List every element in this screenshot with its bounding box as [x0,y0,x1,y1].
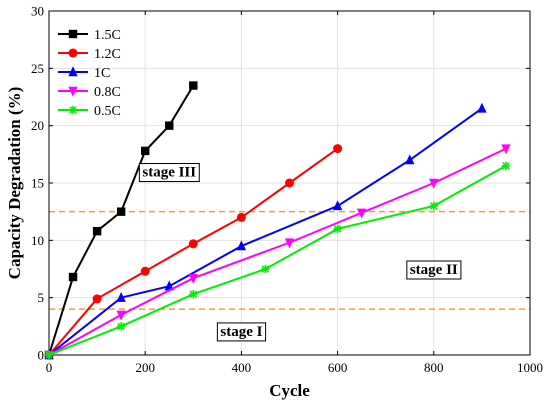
x-tick-label: 600 [328,360,348,375]
data-point [44,350,54,360]
legend-marker [68,48,78,58]
data-point [332,200,343,211]
data-point [429,201,438,211]
x-tick-label: 0 [46,360,53,375]
data-point [356,208,367,219]
asterisk-stroke [117,322,125,331]
y-tick-label: 20 [31,118,44,133]
data-point [261,264,270,274]
data-point [141,146,150,156]
x-axis-ticks: 0 200 400 600 800 1000 [46,11,543,375]
stage-label: stage II [406,260,462,280]
data-point [333,144,343,154]
stage-annotations: stage III stage II stage I [138,163,462,342]
legend-label: 0.8C [94,85,121,100]
data-point [92,294,102,304]
x-axis-title: Cycle [269,381,310,400]
asterisk-stroke [189,290,198,298]
data-point [501,161,511,170]
asterisk-stroke [502,162,510,170]
asterisk-stroke [261,265,270,273]
legend-marker [68,105,78,115]
x-tick-label: 200 [135,360,155,375]
legend-item-1.5C: 1.5C [58,28,121,43]
series-1C [44,102,487,360]
stage-box [138,163,200,183]
data-point [116,207,126,216]
stage-text: stage III [142,165,196,181]
y-axis-ticks: 0 5 10 15 20 25 30 [31,4,530,363]
data-point [477,102,487,113]
data-point [164,280,174,291]
data-point [284,238,295,249]
data-point [140,266,150,276]
asterisk-stroke [45,351,53,359]
legend-marker [68,29,78,39]
stage-label: stage III [138,163,200,183]
legend-label: 1.2C [94,47,121,62]
legend-item-0.5C: 0.5C [58,104,121,119]
legend-item-0.8C: 0.8C [58,85,121,100]
legend: 1.5C 1.2C 1C 0.8C 0.5C [58,28,121,119]
x-tick-label: 800 [424,360,444,375]
data-point [188,239,198,249]
data-point [236,212,246,222]
data-point [189,81,198,90]
data-point [165,121,174,130]
data-point [501,144,511,155]
data-point [333,224,342,234]
y-tick-label: 15 [31,176,44,191]
legend-label: 1.5C [94,28,121,43]
y-tick-label: 10 [31,233,44,248]
reference-lines [49,210,530,310]
y-tick-label: 25 [31,61,44,76]
legend-item-1C: 1C [58,66,110,81]
data-point [68,272,78,282]
data-point [189,290,198,299]
stage-text: stage II [410,262,458,278]
data-point [116,291,126,302]
data-point [188,273,198,284]
asterisk-stroke [430,202,438,210]
stage-label: stage I [216,322,267,342]
data-point [236,240,247,251]
y-axis-title: Capacity Degradation (%) [5,87,24,280]
legend-label: 0.5C [94,104,121,119]
data-point [285,178,294,188]
y-tick-label: 30 [31,4,44,19]
stage-box [216,322,267,342]
stage-box [406,260,462,280]
legend-item-1.2C: 1.2C [58,47,121,62]
y-tick-label: 5 [38,290,45,305]
asterisk-stroke [333,225,342,233]
data-point [429,178,439,189]
data-point [116,322,126,331]
x-tick-label: 400 [232,360,252,375]
legend-marker [68,86,78,97]
x-tick-label: 1000 [517,360,543,375]
series-0.5C [44,161,511,360]
data-point [116,310,126,321]
y-tick-label: 0 [38,348,45,363]
asterisk-stroke [69,106,77,114]
legend-label: 1C [94,66,110,81]
data-point [92,226,102,236]
legend-marker [68,66,78,77]
stage-text: stage I [220,324,262,340]
data-series [44,81,511,361]
data-point [405,154,415,165]
